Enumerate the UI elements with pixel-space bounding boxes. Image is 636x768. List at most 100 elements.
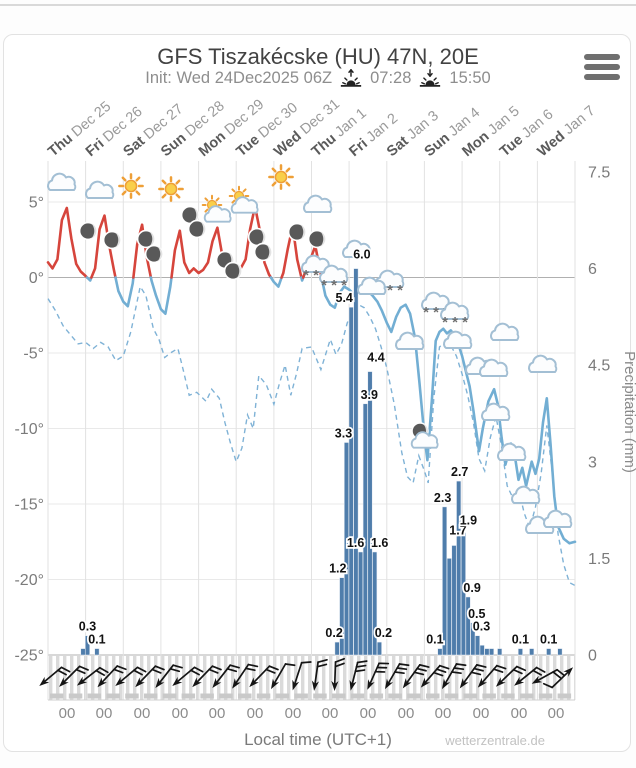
svg-text:1.2: 1.2 [329,562,346,576]
precip-bar [470,622,476,656]
hour-tick-label: 00 [359,705,377,722]
wind-barb [331,657,345,691]
precip-bar [358,551,364,656]
wind-barb [249,665,279,688]
hour-axis: 00 00 00 00 00 00 00 00 00 00 00 00 00 00 [0,705,636,725]
hour-tick-label: 00 [510,705,528,722]
precip-bar [437,648,443,656]
moon-icon [102,230,122,250]
cloud-icon [543,509,573,528]
svg-text:0.2: 0.2 [375,626,392,640]
moon-icon [144,244,164,264]
svg-text:-20°: -20° [14,572,44,589]
cloud-icon [395,331,425,350]
wind-barb [115,666,147,686]
init-line: Init: Wed 24Dec2025 06Z 07:28 15:50 [0,68,636,89]
precip-bar [372,551,378,656]
moon-icon [223,261,243,281]
hour-tick-label: 00 [133,705,151,722]
wind-barb [459,664,487,689]
svg-text:0.5: 0.5 [468,607,485,621]
hour-tick-label: 00 [284,705,302,722]
weather-icons [47,164,573,534]
svg-text:1.6: 1.6 [347,536,364,550]
precip-bar [517,648,523,656]
page-title: GFS Tiszakécske (HU) 47N, 20E [157,44,479,69]
wind-barb [349,660,368,691]
svg-text:0: 0 [588,648,597,665]
svg-text:0.3: 0.3 [79,620,96,634]
hour-tick-label: 00 [472,705,490,722]
moon-icon [253,242,273,262]
moon-icon [287,222,307,242]
top-divider [0,4,636,6]
svg-text:Precipitation (mm): Precipitation (mm) [621,351,636,473]
cloud-icon [47,172,77,191]
svg-text:0.1: 0.1 [88,633,105,647]
precip-bar [465,596,471,656]
hamburger-menu-icon[interactable] [584,54,620,80]
precip-bar [489,648,495,656]
precip-bar [348,306,354,656]
precip-bar [475,635,480,656]
moon-icon [307,229,327,249]
wind-barb [477,664,507,688]
precip-bar [456,480,462,656]
hour-tick-label: 00 [397,705,415,722]
wind-barbs [39,657,574,691]
precip-bar [376,641,382,656]
svg-text:0.1: 0.1 [540,633,557,647]
wind-barb [59,665,89,687]
wind-strip-ticks [50,693,572,699]
precip-bar [334,641,340,656]
svg-text:0°: 0° [29,270,44,287]
svg-text:-15°: -15° [14,497,44,514]
svg-text:4.5: 4.5 [588,358,610,375]
hour-tick-label: 00 [171,705,189,722]
wind-barb [367,662,390,690]
svg-text:0.2: 0.2 [325,626,342,640]
svg-text:6: 6 [588,261,597,278]
wind-barb [385,663,410,690]
precip-bar [362,403,368,656]
moon-icon [187,219,207,239]
precip-bar [446,558,452,656]
precip-bar-labels: 0.30.1 0.21.23.35.46.01.63.94.41.60.2 0.12… [77,246,559,648]
precip-axis: 7.5 6 4.5 3 1.5 0 Precipitation (mm) [588,165,636,665]
cloud-icon [303,194,333,213]
svg-text:0.9: 0.9 [463,581,480,595]
wind-barb [76,666,109,686]
hour-tick-label: 00 [246,705,264,722]
sun-icon [118,173,144,199]
precip-bar [460,532,466,656]
precip-bar [529,648,535,656]
svg-text:1.9: 1.9 [460,514,477,528]
moon-cloud-icon [412,423,438,448]
snow-cloud-icon [320,266,347,294]
svg-text:1.7: 1.7 [449,524,466,538]
precip-bar [85,635,90,656]
wind-barb [420,664,450,688]
wind-barb [514,666,546,686]
svg-text:0.1: 0.1 [426,633,443,647]
wind-barb [542,667,574,689]
svg-text:-10°: -10° [14,421,44,438]
precip-bar [546,648,552,656]
init-label: Init: Wed 24Dec2025 06Z [145,69,333,87]
wind-barb [232,663,259,689]
svg-text:7.5: 7.5 [588,165,610,182]
wind-barb [442,663,467,690]
svg-text:6.0: 6.0 [353,248,370,262]
hour-tick-label: 00 [208,705,226,722]
forecast-card [3,34,631,752]
precip-bar [344,442,349,656]
svg-text:0.1: 0.1 [512,633,529,647]
hour-tick-label: 00 [547,705,565,722]
temp-axis: 5° 0° -5° -10° -15° -20° -25° [14,195,44,665]
moon-icon [136,229,156,249]
svg-text:1.6: 1.6 [371,536,388,550]
svg-text:4.4: 4.4 [367,351,384,365]
sun-icon [268,164,294,190]
wind-barb [402,664,430,689]
